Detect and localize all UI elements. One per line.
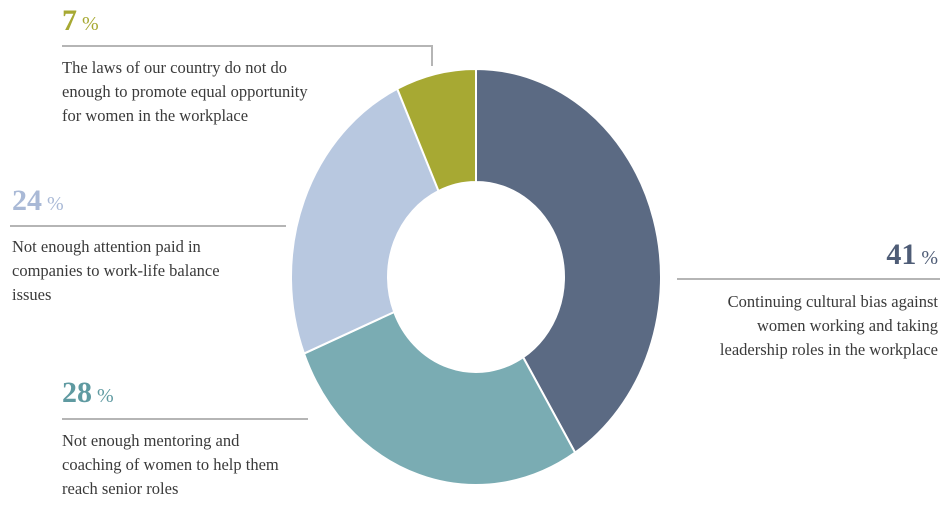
pct-label-28: 28% (62, 378, 114, 411)
donut-slice-41 (475, 67, 662, 455)
leader-lines (10, 45, 940, 420)
pct-value: 28 (62, 376, 92, 409)
desc-28: Not enough mentoring and coaching of wom… (62, 429, 279, 501)
donut-slice-24 (290, 87, 440, 355)
pct-value: 7 (62, 4, 77, 37)
desc-line: enough to promote equal opportunity (62, 82, 308, 101)
desc-line: companies to work-life balance (12, 261, 220, 280)
pct-symbol: % (47, 193, 64, 215)
pct-label-7: 7% (62, 6, 99, 39)
donut-slice-28 (302, 310, 577, 486)
desc-line: Not enough mentoring and (62, 431, 240, 450)
desc-line: leadership roles in the workplace (719, 340, 938, 359)
desc-line: coaching of women to help them (62, 455, 279, 474)
desc-line: for women in the workplace (62, 106, 249, 125)
donut-slice-7 (395, 67, 477, 193)
desc-7: The laws of our country do not do enough… (62, 56, 308, 128)
desc-line: reach senior roles (62, 479, 179, 498)
pct-symbol: % (97, 385, 114, 407)
desc-41: Continuing cultural bias against women w… (720, 290, 938, 362)
pct-value: 41 (886, 238, 917, 271)
desc-line: Continuing cultural bias against (727, 292, 938, 311)
pct-label-24: 24% (12, 186, 64, 219)
leader-line-7 (62, 45, 433, 66)
desc-line: The laws of our country do not do (62, 58, 287, 77)
pct-symbol: % (921, 247, 938, 269)
desc-24: Not enough attention paid in companies t… (12, 235, 220, 307)
pct-label-41: 41% (886, 240, 938, 273)
donut-slices (290, 67, 662, 486)
desc-line: Not enough attention paid in (12, 237, 201, 256)
pct-symbol: % (82, 13, 99, 35)
pct-value: 24 (12, 184, 42, 217)
desc-line: issues (12, 285, 52, 304)
desc-line: women working and taking (756, 316, 938, 335)
